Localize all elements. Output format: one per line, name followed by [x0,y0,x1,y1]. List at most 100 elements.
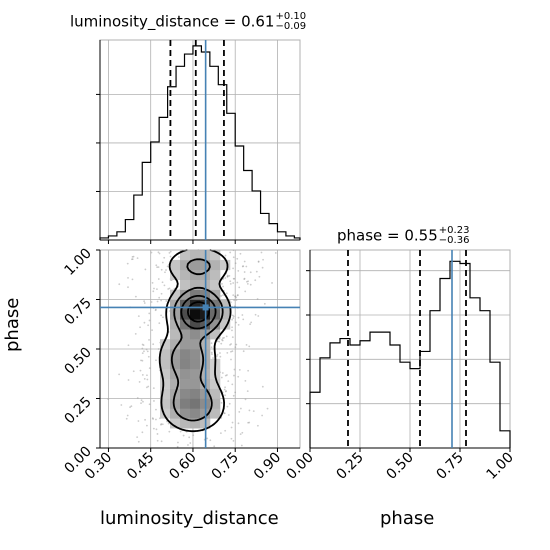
histogram-step [309,260,511,448]
scatter-point [131,258,134,261]
density-cell [180,349,191,360]
density-cell [190,418,201,429]
hist-bin-19 [261,213,269,240]
scatter-point [231,329,233,332]
scatter-point [250,321,253,324]
hist-bin-2 [330,343,340,448]
title-luminosity-distance: luminosity_distance = 0.61 +0.10 −0.09 [70,11,307,32]
scatter-point [215,355,218,357]
density-cell [210,269,221,280]
scatter-point [143,377,146,380]
scatter-point [243,278,246,281]
hist-bin-13 [210,66,218,240]
hist-bin-4 [350,345,360,448]
scatter-point [158,322,161,325]
x-axis-label-luminosity-distance: luminosity_distance [100,508,279,529]
hist-bin-18 [490,362,500,448]
density-cell [170,329,181,340]
density-cell [170,289,181,300]
contour-level-0 [158,249,232,433]
scatter-point [155,264,158,267]
scatter-point [134,333,137,335]
scatter-point [226,405,229,408]
scatter-point [152,387,155,390]
density-cell [170,418,181,429]
density-cell [190,368,201,379]
hist-bin-15 [227,113,235,240]
scatter-point [141,347,144,350]
scatter-point [155,428,158,431]
scatter-point [231,336,234,339]
scatter-point [226,374,228,376]
scatter-point [132,255,135,258]
hist-bin-7 [159,117,167,240]
density-cell [160,388,171,399]
x-tick-label-0: 0.00 [283,450,316,483]
hist-bin-4 [134,195,142,240]
scatter-point [141,352,144,355]
scatter-point [152,418,154,420]
density-cell [190,388,201,399]
scatter-point [231,350,234,353]
scatter-point [240,444,243,447]
scatter-point [127,286,129,289]
scatter-point [153,400,155,402]
scatter-point [246,390,249,393]
density-cell [180,309,191,320]
density-cell [220,319,231,330]
scatter-point [164,271,166,274]
density-cell [180,259,191,271]
scatter-point [158,252,161,255]
density-cell [160,408,171,419]
scatter-point [216,340,219,343]
hist-bin-8 [168,87,176,240]
density-cell [160,339,171,350]
scatter-point [130,405,133,408]
scatter-point [231,383,234,386]
scatter-point [220,342,223,345]
hist-bin-6 [151,142,159,240]
scatter-point [169,255,172,258]
scatter-point [223,388,226,391]
scatter-point [143,350,145,353]
scatter-point [226,274,229,277]
scatter-point [222,294,224,296]
hist-bin-11 [193,46,201,240]
scatter-point [261,414,264,417]
hist-bin-14 [218,85,226,240]
scatter-point [224,254,227,257]
scatter-point [222,285,224,288]
scatter-point [163,284,166,287]
hist-bin-0 [310,392,320,448]
scatter-point [209,439,212,442]
scatter-point [210,346,213,349]
scatter-point [230,437,233,440]
scatter-point [224,429,227,432]
density-cell [190,289,201,300]
scatter-point [127,344,130,347]
scatter-point [143,300,146,303]
scatter-point [152,427,155,430]
density-cell [210,329,221,340]
y-axis-label-phase: phase [2,297,23,352]
scatter-point [152,343,155,346]
scatter-point [243,260,246,263]
panel-phase-hist: 0.00 0.25 0.50 0.75 1.00 [283,249,517,483]
scatter-point [210,342,213,345]
scatter-point [176,445,179,448]
density-cell [210,408,221,419]
scatter-point [139,369,142,372]
scatter-point [148,339,150,341]
density-cell [180,388,191,399]
density-cell [170,349,181,360]
scatter-point [157,251,160,254]
scatter-point [179,430,182,433]
scatter-point [136,257,139,260]
scatter-point [118,283,121,286]
scatter-point [142,344,145,347]
scatter-point [182,434,185,437]
scatter-point [218,340,221,343]
scatter-point [274,252,277,254]
density-cell [180,329,191,340]
scatter-point [160,299,163,302]
